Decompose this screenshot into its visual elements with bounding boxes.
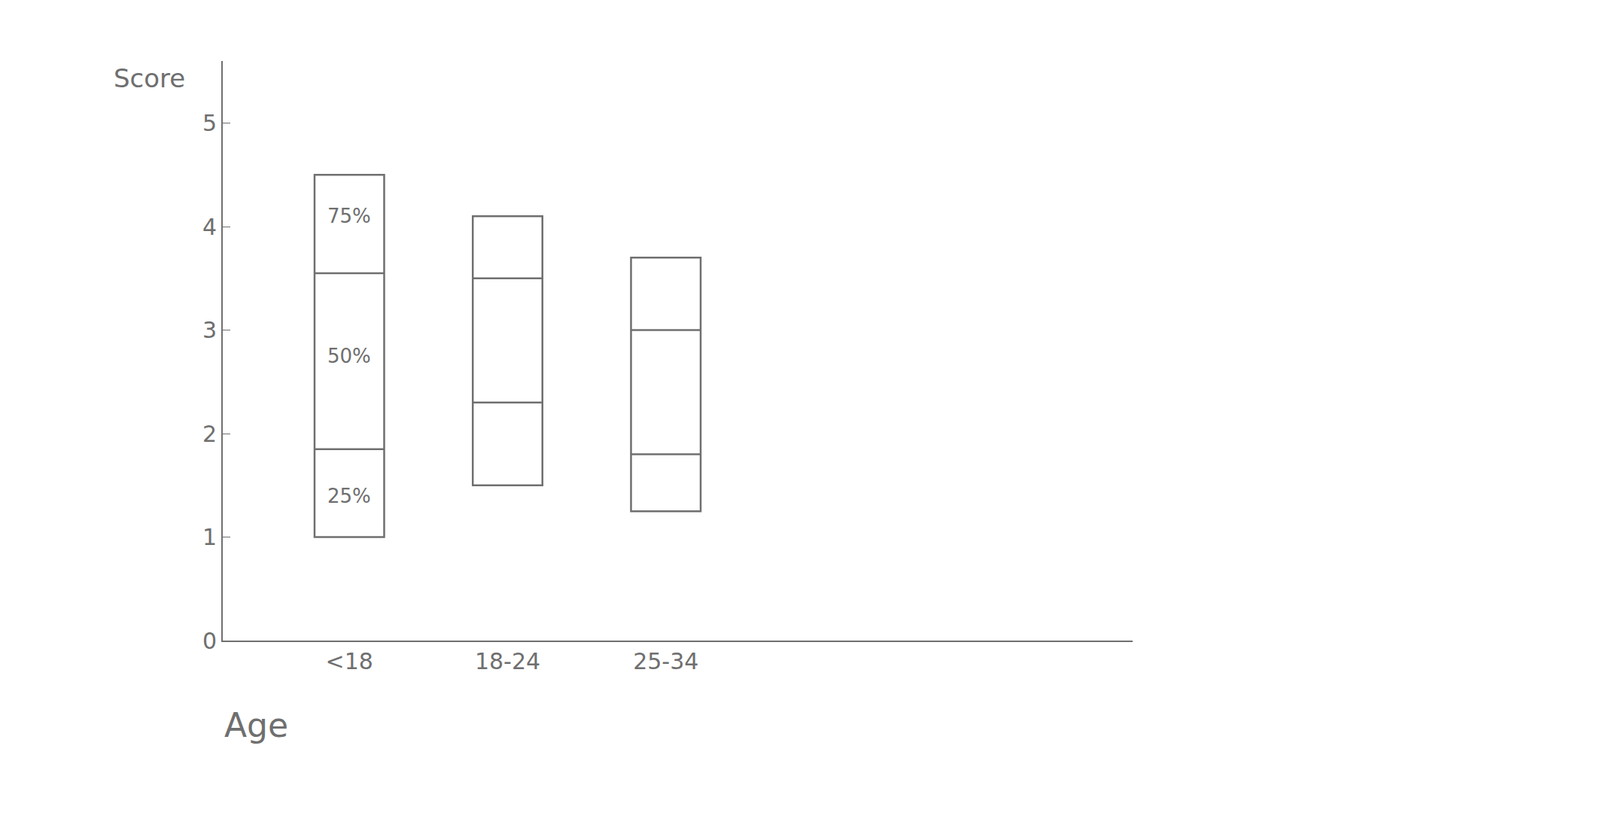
- svg-text:Score: Score: [113, 63, 186, 94]
- svg-text:18-24: 18-24: [474, 647, 541, 675]
- svg-text:25-34: 25-34: [632, 647, 699, 675]
- svg-text:Age: Age: [224, 705, 289, 745]
- svg-text:0: 0: [202, 627, 217, 654]
- svg-text:5: 5: [202, 109, 217, 137]
- svg-text:75%: 75%: [327, 204, 372, 228]
- svg-text:50%: 50%: [327, 344, 372, 368]
- svg-text:3: 3: [202, 316, 217, 344]
- svg-text:25%: 25%: [327, 484, 372, 508]
- svg-text:1: 1: [202, 523, 217, 551]
- svg-text:<18: <18: [325, 647, 374, 675]
- svg-text:2: 2: [202, 420, 217, 448]
- svg-text:4: 4: [202, 213, 217, 241]
